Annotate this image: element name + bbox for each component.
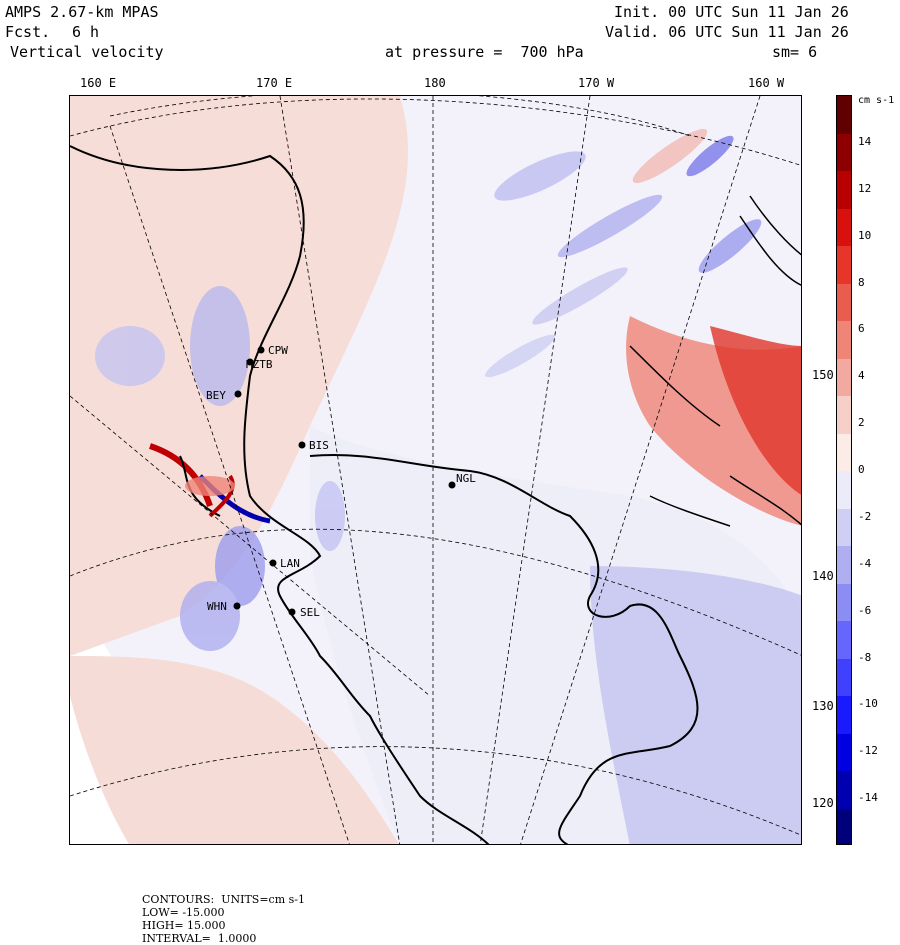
colorbar-segment	[837, 396, 851, 434]
colorbar-tick-label: 12	[858, 181, 872, 195]
colorbar-tick-label: 14	[858, 134, 872, 148]
smoothing: sm= 6	[772, 43, 818, 61]
colorbar-segment	[837, 171, 851, 209]
station-sel-label: SEL	[300, 606, 320, 619]
northeast-streaks	[485, 128, 762, 378]
colorbar-segment	[837, 508, 851, 547]
station-whn-label: WHN	[207, 600, 227, 613]
coastal-downward	[95, 286, 345, 651]
pink-field-south	[70, 656, 399, 844]
init-time: Init. 00 UTC Sun 11 Jan 26	[614, 3, 849, 21]
model-title: AMPS 2.67-km MPAS	[5, 3, 159, 21]
pressure-level: at pressure = 700 hPa	[385, 43, 584, 61]
mountain-wave	[149, 443, 271, 524]
colorbar-segment	[837, 658, 851, 697]
colorbar-tick-label: -12	[858, 744, 878, 758]
colorbar-tick-label: -8	[858, 650, 872, 664]
colorbar-units: cm s-1	[858, 95, 895, 106]
colorbar-segment	[837, 808, 851, 844]
colorbar-segment	[837, 358, 851, 397]
forecast-hours: 6 h	[72, 23, 100, 41]
ice-shelf-front	[309, 454, 699, 844]
colorbar-tick-label: -6	[858, 603, 872, 617]
field-name: Vertical velocity	[10, 43, 164, 61]
colorbar-segment	[837, 208, 851, 247]
station-bey-label: BEY	[206, 389, 226, 402]
station-whn[interactable]: WHN	[207, 600, 241, 613]
colorbar-tick-label: 10	[858, 228, 872, 242]
contour-interval: INTERVAL= 1.0000	[142, 932, 257, 945]
station-ngl[interactable]: NGL	[448, 472, 477, 489]
colorbar-tick-label: 4	[858, 369, 865, 383]
colorbar-segment	[837, 471, 851, 509]
lon-label-160w: 160 W	[748, 76, 785, 90]
station-bis-label: BIS	[309, 439, 329, 452]
colorbar-segment	[837, 583, 851, 622]
station-cpw[interactable]: CPW	[257, 344, 289, 357]
valid-time: Valid. 06 UTC Sun 11 Jan 26	[605, 23, 849, 41]
lon-label-160e: 160 E	[80, 76, 117, 90]
colorbar-tick-label: -2	[858, 509, 872, 523]
station-ngl-label: NGL	[456, 472, 476, 485]
station-mztb-label: MZTB	[246, 358, 273, 371]
colorbar-tick-label: 6	[858, 322, 865, 336]
contour-lines	[629, 195, 801, 527]
strong-upward	[710, 326, 801, 495]
downward-region	[590, 566, 801, 844]
colorbar-segment	[837, 133, 851, 172]
colorbar-segment	[837, 733, 851, 772]
graticule	[70, 96, 801, 844]
colorbar-segment	[837, 771, 851, 809]
lon-label-180: 180	[424, 76, 446, 90]
station-sel[interactable]: SEL	[288, 606, 321, 619]
forecast-label: Fcst.	[5, 23, 51, 41]
colorbar-segment	[837, 621, 851, 659]
colorbar-segment	[837, 696, 851, 734]
station-cpw-label: CPW	[268, 344, 288, 357]
colorbar-tick-label: 0	[858, 463, 865, 476]
contour-high: HIGH= 15.000	[142, 919, 226, 932]
station-lan[interactable]: LAN	[269, 557, 300, 570]
colorbar-tick-label: 2	[858, 416, 865, 430]
station-bis[interactable]: BIS	[298, 439, 329, 452]
colorbar-tick-label: -4	[858, 556, 872, 570]
colorbar	[836, 95, 852, 845]
colorbar-tick-label: -10	[858, 697, 878, 711]
colorbar-segment	[837, 96, 851, 134]
coastline-west	[70, 145, 490, 844]
map-panel[interactable]: CPW MZTB BEY BIS NGL LAN	[69, 95, 802, 845]
lon-label-170e: 170 E	[256, 76, 293, 90]
colorbar-segment	[837, 283, 851, 322]
colorbar-segment	[837, 433, 851, 472]
station-mztb[interactable]: MZTB	[246, 358, 273, 371]
station-bey[interactable]: BEY	[206, 389, 242, 402]
lon-label-170w: 170 W	[578, 76, 615, 90]
colorbar-segment	[837, 321, 851, 359]
colorbar-segment	[837, 546, 851, 584]
colorbar-tick-label: -14	[858, 791, 878, 805]
station-lan-label: LAN	[280, 557, 300, 570]
contour-info: CONTOURS: UNITS=cm s-1 LOW= -15.000 HIGH…	[135, 880, 315, 945]
colorbar-segment	[837, 246, 851, 284]
stations: CPW MZTB BEY BIS NGL LAN	[206, 344, 476, 619]
colorbar-tick-label: 8	[858, 275, 865, 289]
vertical-velocity-map: CPW MZTB BEY BIS NGL LAN	[70, 96, 801, 844]
contour-low: LOW= -15.000	[142, 906, 225, 919]
